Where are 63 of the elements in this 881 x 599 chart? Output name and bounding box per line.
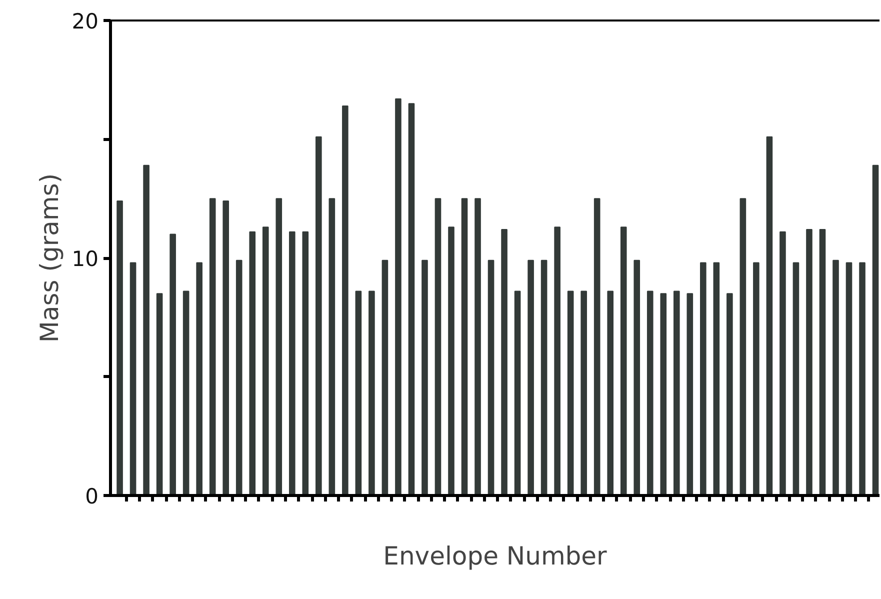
bar (130, 262, 136, 496)
y-tick-label: 0 (85, 484, 99, 508)
bar (540, 260, 548, 496)
bar (368, 290, 375, 496)
bar (780, 231, 786, 496)
bar (116, 200, 123, 496)
bar (872, 164, 879, 496)
bar (170, 234, 176, 496)
bar (249, 231, 256, 496)
bar (422, 260, 428, 496)
bar (316, 136, 322, 496)
bar (594, 198, 600, 496)
bar (554, 226, 560, 496)
bar (607, 290, 614, 496)
bar (792, 262, 800, 496)
bar (753, 262, 760, 496)
bar (143, 164, 150, 496)
bar (196, 262, 202, 496)
bar (262, 226, 269, 496)
bar (488, 260, 494, 496)
bar (276, 198, 282, 496)
bar (832, 260, 839, 496)
bar (567, 290, 574, 496)
bar (448, 226, 454, 496)
bar (474, 198, 481, 496)
bar (408, 103, 415, 496)
bar (859, 262, 866, 496)
bar (646, 290, 654, 496)
bar (740, 198, 746, 496)
y-axis-title: Mass (grams) (34, 173, 64, 343)
bar (355, 290, 362, 496)
bar (686, 293, 694, 496)
bar (461, 198, 468, 496)
bar (328, 198, 336, 496)
bar (209, 198, 216, 496)
bar (395, 98, 402, 496)
bar (222, 200, 229, 496)
bar (806, 229, 812, 496)
bar (302, 231, 309, 496)
y-tick-label: 10 (72, 247, 99, 271)
x-axis-title: Envelope Number (383, 542, 608, 570)
bar (382, 260, 388, 496)
bar (342, 106, 348, 496)
bar (660, 293, 667, 496)
bar (236, 260, 242, 496)
bar (501, 229, 508, 496)
bar (846, 262, 852, 496)
bar (580, 290, 587, 496)
bar (288, 231, 296, 496)
bar (766, 136, 773, 496)
bar (182, 290, 190, 496)
bar (156, 293, 163, 496)
bar (620, 226, 627, 496)
bar (514, 290, 521, 496)
bar (726, 293, 733, 496)
bar (673, 290, 680, 496)
bar (434, 198, 442, 496)
y-tick-label: 20 (72, 10, 99, 34)
bar (700, 262, 706, 496)
bar (528, 260, 534, 496)
bar (634, 260, 640, 496)
bar (713, 262, 720, 496)
bar (819, 229, 826, 496)
